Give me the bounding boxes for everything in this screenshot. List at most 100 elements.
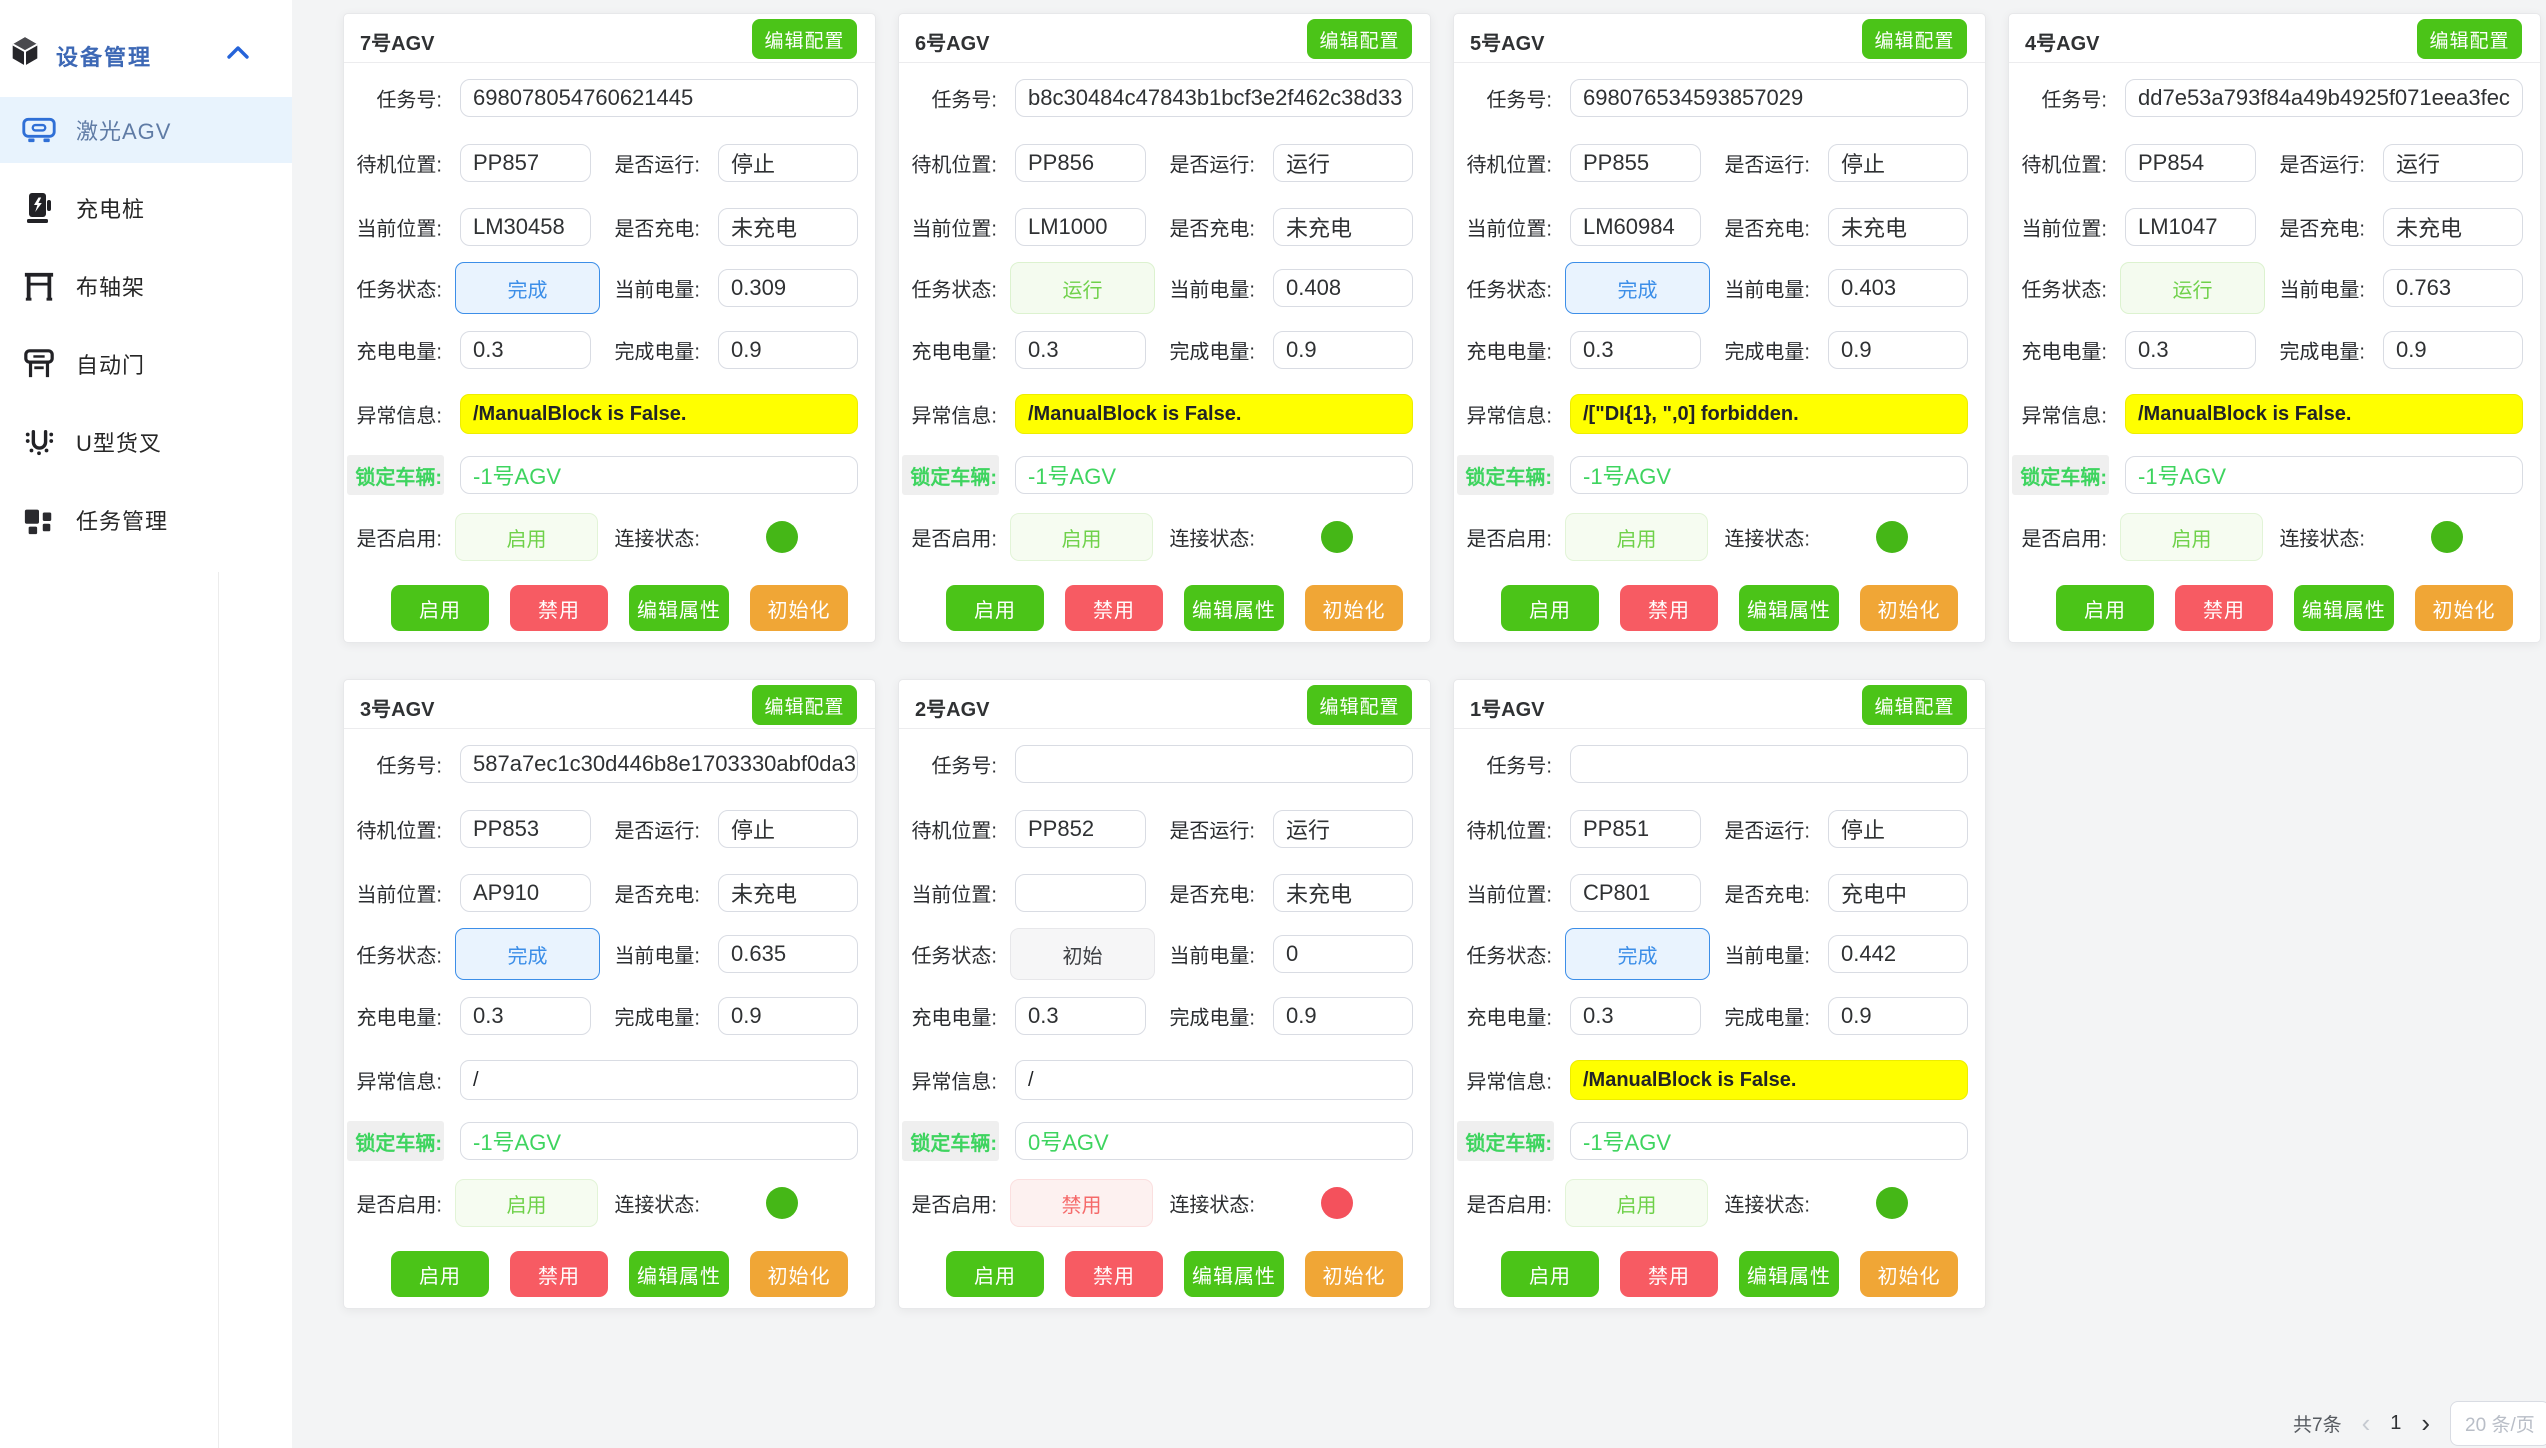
sidebar-item-charging-pile[interactable]: 充电桩 <box>0 175 292 241</box>
sidebar-item-task-management[interactable]: 任务管理 <box>0 487 292 553</box>
charging-input[interactable]: 未充电 <box>718 874 858 912</box>
running-input[interactable]: 停止 <box>1828 144 1968 182</box>
finish-level-input[interactable]: 0.9 <box>1828 997 1968 1035</box>
init-button[interactable]: 初始化 <box>1305 585 1403 631</box>
running-input[interactable]: 停止 <box>718 810 858 848</box>
disable-button[interactable]: 禁用 <box>2175 585 2273 631</box>
init-button[interactable]: 初始化 <box>750 1251 848 1297</box>
charging-input[interactable]: 未充电 <box>2383 208 2523 246</box>
charging-input[interactable]: 未充电 <box>1273 874 1413 912</box>
page-size-select[interactable]: 20 条/页 <box>2450 1400 2546 1446</box>
charge-level-input[interactable]: 0.3 <box>1570 331 1701 369</box>
current-pos-input[interactable]: LM1047 <box>2125 208 2256 246</box>
chevron-up-icon[interactable] <box>226 44 250 60</box>
standby-pos-input[interactable]: PP856 <box>1015 144 1146 182</box>
task-no-input[interactable]: 698078054760621445 <box>460 79 858 117</box>
init-button[interactable]: 初始化 <box>750 585 848 631</box>
task-no-input[interactable]: dd7e53a793f84a49b4925f071eea3fec <box>2125 79 2523 117</box>
locked-vehicle-input[interactable]: -1号AGV <box>1570 456 1968 494</box>
sidebar-item-u-fork[interactable]: U型货叉 <box>0 409 292 475</box>
edit-props-button[interactable]: 编辑属性 <box>1184 585 1284 631</box>
finish-level-input[interactable]: 0.9 <box>1273 997 1413 1035</box>
init-button[interactable]: 初始化 <box>1305 1251 1403 1297</box>
standby-pos-input[interactable]: PP855 <box>1570 144 1701 182</box>
charge-level-input[interactable]: 0.3 <box>2125 331 2256 369</box>
running-input[interactable]: 停止 <box>718 144 858 182</box>
locked-vehicle-input[interactable]: 0号AGV <box>1015 1122 1413 1160</box>
edit-props-button[interactable]: 编辑属性 <box>1184 1251 1284 1297</box>
next-page-icon[interactable]: › <box>2421 1408 2431 1438</box>
battery-input[interactable]: 0.403 <box>1828 269 1968 307</box>
battery-input[interactable]: 0.408 <box>1273 269 1413 307</box>
battery-input[interactable]: 0 <box>1273 935 1413 973</box>
disable-button[interactable]: 禁用 <box>1620 585 1718 631</box>
finish-level-input[interactable]: 0.9 <box>1273 331 1413 369</box>
battery-input[interactable]: 0.442 <box>1828 935 1968 973</box>
edit-props-button[interactable]: 编辑属性 <box>2294 585 2394 631</box>
edit-config-button[interactable]: 编辑配置 <box>1862 19 1967 59</box>
locked-vehicle-input[interactable]: -1号AGV <box>1015 456 1413 494</box>
task-no-input[interactable]: b8c30484c47843b1bcf3e2f462c38d33 <box>1015 79 1413 117</box>
sidebar-item-beam-rack[interactable]: 布轴架 <box>0 253 292 319</box>
current-pos-input[interactable]: LM30458 <box>460 208 591 246</box>
task-no-input[interactable]: 698076534593857029 <box>1570 79 1968 117</box>
finish-level-input[interactable]: 0.9 <box>718 331 858 369</box>
disable-button[interactable]: 禁用 <box>1065 585 1163 631</box>
charging-input[interactable]: 充电中 <box>1828 874 1968 912</box>
edit-config-button[interactable]: 编辑配置 <box>752 685 857 725</box>
standby-pos-input[interactable]: PP857 <box>460 144 591 182</box>
locked-vehicle-input[interactable]: -1号AGV <box>2125 456 2523 494</box>
enable-button[interactable]: 启用 <box>1501 1251 1599 1297</box>
charging-input[interactable]: 未充电 <box>718 208 858 246</box>
enable-button[interactable]: 启用 <box>391 1251 489 1297</box>
locked-vehicle-input[interactable]: -1号AGV <box>1570 1122 1968 1160</box>
init-button[interactable]: 初始化 <box>1860 1251 1958 1297</box>
finish-level-input[interactable]: 0.9 <box>1828 331 1968 369</box>
edit-props-button[interactable]: 编辑属性 <box>1739 585 1839 631</box>
edit-config-button[interactable]: 编辑配置 <box>1307 19 1412 59</box>
current-pos-input[interactable]: CP801 <box>1570 874 1701 912</box>
disable-button[interactable]: 禁用 <box>510 585 608 631</box>
init-button[interactable]: 初始化 <box>2415 585 2513 631</box>
running-input[interactable]: 运行 <box>2383 144 2523 182</box>
enable-button[interactable]: 启用 <box>1501 585 1599 631</box>
charging-input[interactable]: 未充电 <box>1273 208 1413 246</box>
current-page[interactable]: 1 <box>2390 1411 2402 1434</box>
battery-input[interactable]: 0.309 <box>718 269 858 307</box>
disable-button[interactable]: 禁用 <box>1065 1251 1163 1297</box>
sidebar-item-auto-door[interactable]: 自动门 <box>0 331 292 397</box>
enable-button[interactable]: 启用 <box>946 585 1044 631</box>
standby-pos-input[interactable]: PP853 <box>460 810 591 848</box>
current-pos-input[interactable]: AP910 <box>460 874 591 912</box>
edit-config-button[interactable]: 编辑配置 <box>1307 685 1412 725</box>
init-button[interactable]: 初始化 <box>1860 585 1958 631</box>
finish-level-input[interactable]: 0.9 <box>718 997 858 1035</box>
sidebar-item-laser-agv[interactable]: 激光AGV <box>0 97 292 163</box>
battery-input[interactable]: 0.635 <box>718 935 858 973</box>
task-no-input[interactable] <box>1015 745 1413 783</box>
prev-page-icon[interactable]: ‹ <box>2361 1408 2371 1438</box>
enable-button[interactable]: 启用 <box>391 585 489 631</box>
edit-props-button[interactable]: 编辑属性 <box>629 1251 729 1297</box>
edit-config-button[interactable]: 编辑配置 <box>752 19 857 59</box>
locked-vehicle-input[interactable]: -1号AGV <box>460 456 858 494</box>
current-pos-input[interactable] <box>1015 874 1146 912</box>
charge-level-input[interactable]: 0.3 <box>1015 997 1146 1035</box>
standby-pos-input[interactable]: PP854 <box>2125 144 2256 182</box>
charge-level-input[interactable]: 0.3 <box>1015 331 1146 369</box>
charge-level-input[interactable]: 0.3 <box>1570 997 1701 1035</box>
charge-level-input[interactable]: 0.3 <box>460 997 591 1035</box>
running-input[interactable]: 运行 <box>1273 810 1413 848</box>
sidebar-header[interactable]: 设备管理 <box>0 28 292 76</box>
running-input[interactable]: 运行 <box>1273 144 1413 182</box>
current-pos-input[interactable]: LM60984 <box>1570 208 1701 246</box>
edit-props-button[interactable]: 编辑属性 <box>629 585 729 631</box>
standby-pos-input[interactable]: PP852 <box>1015 810 1146 848</box>
current-pos-input[interactable]: LM1000 <box>1015 208 1146 246</box>
charging-input[interactable]: 未充电 <box>1828 208 1968 246</box>
finish-level-input[interactable]: 0.9 <box>2383 331 2523 369</box>
battery-input[interactable]: 0.763 <box>2383 269 2523 307</box>
edit-config-button[interactable]: 编辑配置 <box>1862 685 1967 725</box>
edit-config-button[interactable]: 编辑配置 <box>2417 19 2522 59</box>
running-input[interactable]: 停止 <box>1828 810 1968 848</box>
